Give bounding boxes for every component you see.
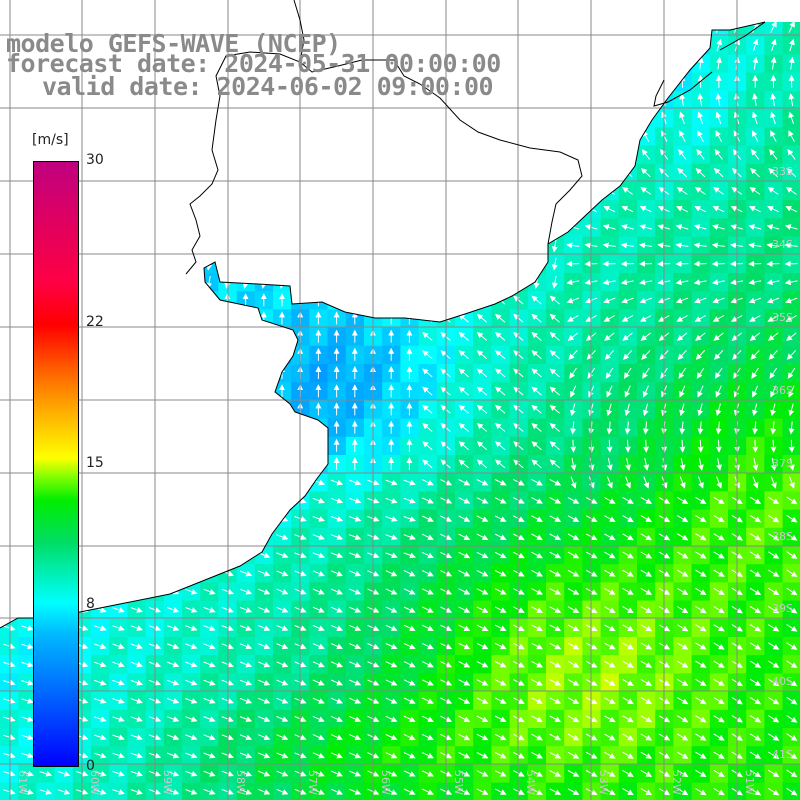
longitude-label: 53W: [597, 770, 610, 795]
longitude-label: 54W: [524, 770, 537, 795]
longitude-labels: 61W 60W 59W 58W 57W 56W 55W 54W 53W 52W 51W: [16, 770, 756, 795]
latitude-label: 40S: [772, 675, 793, 688]
longitude-label: 55W: [452, 770, 465, 795]
longitude-label: 60W: [88, 770, 101, 795]
latitude-label: 34S: [772, 238, 793, 251]
colorbar-tick-label: 30: [86, 152, 104, 168]
longitude-label: 51W: [743, 770, 756, 795]
latitude-label: 35S: [772, 311, 793, 324]
colorbar-tick-label: 8: [86, 596, 95, 613]
latitude-labels: 33S 34S 35S 36S 37S 38S 39S 40S 41S: [772, 165, 793, 761]
forecast-date: forecast date: 2024-05-31 00:00:00: [6, 49, 501, 78]
latitude-label: 39S: [772, 602, 793, 615]
colorbar-unit: [m/s]: [32, 132, 69, 148]
longitude-label: 56W: [379, 770, 392, 795]
longitude-label: 59W: [161, 770, 174, 795]
coastline: [0, 0, 766, 629]
latitude-label: 37S: [772, 457, 793, 470]
colorbar-tick-label: 15: [86, 455, 104, 471]
longitude-label: 52W: [670, 770, 683, 795]
longitude-label: 58W: [234, 770, 247, 795]
latitude-label: 33S: [772, 165, 793, 178]
longitude-label: 57W: [306, 770, 319, 795]
valid-date: valid date: 2024-06-02 09:00:00: [42, 72, 494, 101]
latitude-label: 38S: [772, 530, 793, 543]
colorbar-tick-label: 22: [86, 313, 104, 330]
colorbar-tick-label: 0: [86, 758, 95, 774]
latitude-label: 41S: [772, 748, 793, 761]
model-title: modelo GEFS-WAVE (NCEP): [6, 29, 341, 58]
colorbar: [33, 161, 79, 767]
longitude-label: 61W: [16, 770, 29, 795]
latitude-label: 36S: [772, 384, 793, 397]
